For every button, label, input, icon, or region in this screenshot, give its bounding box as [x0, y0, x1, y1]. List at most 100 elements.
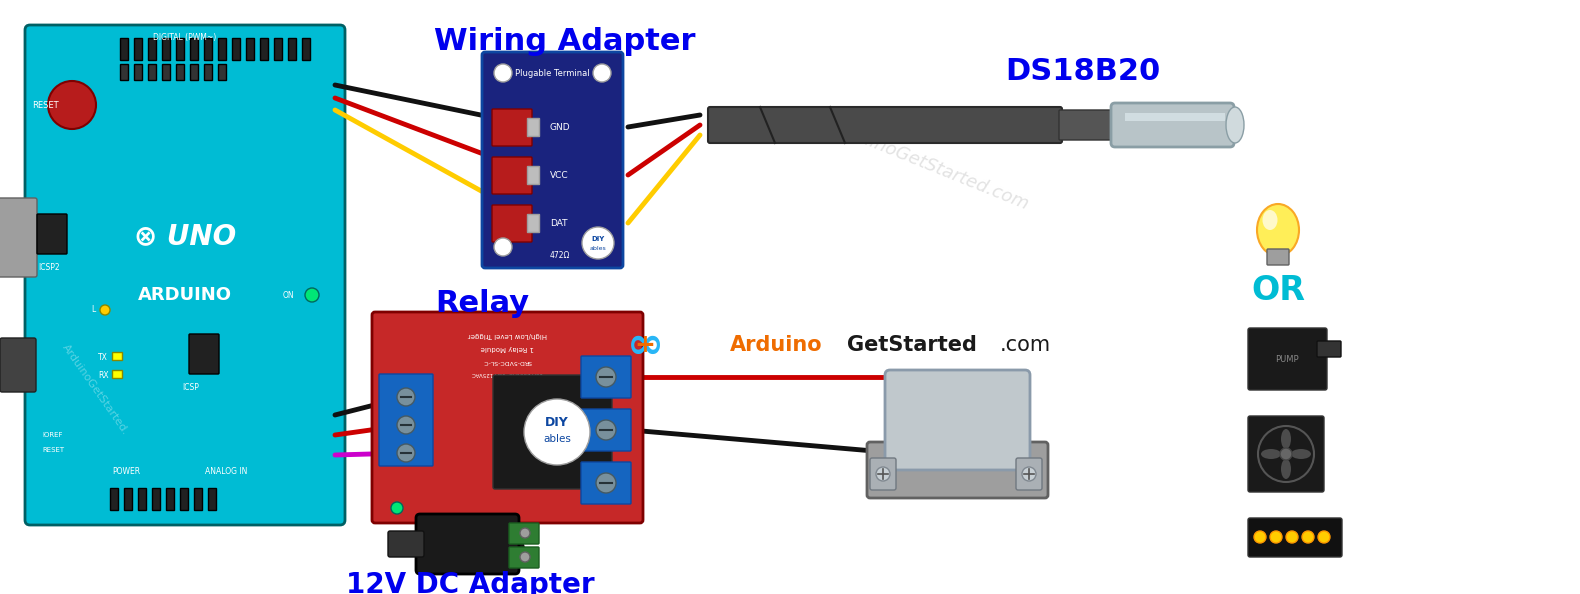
- Bar: [246, 38, 254, 60]
- Bar: [273, 38, 281, 60]
- Circle shape: [100, 305, 111, 315]
- Text: Wiring Adapter: Wiring Adapter: [435, 27, 695, 56]
- FancyBboxPatch shape: [581, 462, 630, 504]
- Bar: [112, 352, 122, 360]
- Bar: [134, 38, 142, 60]
- Bar: [528, 118, 539, 136]
- Bar: [204, 38, 212, 60]
- FancyBboxPatch shape: [416, 514, 518, 574]
- Text: High/Low Level Trigger: High/Low Level Trigger: [468, 332, 547, 338]
- Bar: [149, 38, 156, 60]
- Circle shape: [1286, 531, 1299, 543]
- FancyBboxPatch shape: [885, 370, 1030, 470]
- Bar: [1125, 113, 1225, 121]
- FancyBboxPatch shape: [1248, 518, 1341, 557]
- Text: ANALOG IN: ANALOG IN: [205, 467, 248, 476]
- Text: POWER: POWER: [112, 467, 141, 476]
- Circle shape: [592, 238, 611, 256]
- FancyBboxPatch shape: [491, 157, 532, 194]
- Bar: [528, 214, 539, 232]
- Text: DIGITAL (PWM~): DIGITAL (PWM~): [153, 33, 216, 42]
- Text: ICSP: ICSP: [182, 384, 199, 393]
- Text: Plugable Terminal: Plugable Terminal: [515, 68, 589, 77]
- Circle shape: [1302, 531, 1315, 543]
- Bar: [134, 64, 142, 80]
- Text: Arduino: Arduino: [730, 335, 823, 355]
- Text: GetStarted: GetStarted: [847, 335, 976, 355]
- Bar: [261, 38, 269, 60]
- Bar: [123, 488, 133, 510]
- Circle shape: [47, 81, 96, 129]
- FancyBboxPatch shape: [25, 25, 344, 525]
- FancyBboxPatch shape: [482, 52, 623, 268]
- Circle shape: [305, 288, 319, 302]
- Bar: [232, 38, 240, 60]
- Text: SRD-5VDC-SL-C: SRD-5VDC-SL-C: [483, 359, 532, 364]
- Bar: [204, 64, 212, 80]
- Bar: [218, 64, 226, 80]
- FancyBboxPatch shape: [371, 312, 643, 523]
- Text: TX: TX: [98, 353, 107, 362]
- Bar: [175, 64, 183, 80]
- FancyBboxPatch shape: [1111, 103, 1234, 147]
- Circle shape: [397, 388, 416, 406]
- Circle shape: [520, 528, 529, 538]
- FancyBboxPatch shape: [1267, 249, 1289, 265]
- Circle shape: [397, 416, 416, 434]
- Text: ⊗ UNO: ⊗ UNO: [134, 222, 235, 250]
- Circle shape: [1255, 531, 1266, 543]
- Text: VCC: VCC: [550, 170, 569, 179]
- Ellipse shape: [1261, 449, 1281, 459]
- Circle shape: [596, 367, 616, 387]
- Circle shape: [397, 444, 416, 462]
- Bar: [180, 488, 188, 510]
- Bar: [149, 64, 156, 80]
- FancyBboxPatch shape: [1248, 328, 1327, 390]
- Circle shape: [495, 64, 512, 82]
- Text: L: L: [90, 305, 95, 314]
- Text: +: +: [635, 333, 656, 357]
- Circle shape: [495, 238, 512, 256]
- Ellipse shape: [1291, 449, 1311, 459]
- Text: OR: OR: [1251, 273, 1305, 307]
- Text: GND: GND: [550, 122, 570, 131]
- Bar: [137, 488, 145, 510]
- Bar: [175, 38, 183, 60]
- Text: ables: ables: [589, 247, 607, 251]
- Text: ICSP2: ICSP2: [38, 263, 60, 271]
- Circle shape: [596, 473, 616, 493]
- Text: DAT: DAT: [550, 219, 567, 228]
- FancyBboxPatch shape: [871, 458, 896, 490]
- Bar: [163, 38, 171, 60]
- Circle shape: [390, 502, 403, 514]
- FancyBboxPatch shape: [1059, 110, 1120, 140]
- Text: ArduinoGetStarted.com: ArduinoGetStarted.com: [828, 117, 1032, 213]
- Text: 12V DC Adapter: 12V DC Adapter: [346, 571, 594, 594]
- Text: Relay: Relay: [435, 289, 529, 318]
- FancyBboxPatch shape: [509, 523, 539, 544]
- Bar: [218, 38, 226, 60]
- FancyBboxPatch shape: [493, 375, 611, 489]
- FancyBboxPatch shape: [491, 109, 532, 146]
- Circle shape: [875, 467, 890, 481]
- FancyBboxPatch shape: [581, 356, 630, 398]
- FancyBboxPatch shape: [389, 531, 423, 557]
- FancyBboxPatch shape: [379, 374, 433, 466]
- Ellipse shape: [1262, 210, 1278, 230]
- Circle shape: [596, 420, 616, 440]
- Circle shape: [1280, 448, 1292, 460]
- FancyBboxPatch shape: [581, 409, 630, 451]
- Bar: [120, 64, 128, 80]
- Text: DIY: DIY: [545, 416, 569, 429]
- Bar: [194, 488, 202, 510]
- FancyBboxPatch shape: [36, 214, 66, 254]
- FancyBboxPatch shape: [190, 334, 220, 374]
- FancyBboxPatch shape: [509, 547, 539, 568]
- FancyBboxPatch shape: [867, 442, 1048, 498]
- FancyBboxPatch shape: [0, 198, 36, 277]
- Bar: [302, 38, 310, 60]
- Circle shape: [1270, 531, 1281, 543]
- Bar: [288, 38, 295, 60]
- Circle shape: [592, 64, 611, 82]
- Bar: [111, 488, 118, 510]
